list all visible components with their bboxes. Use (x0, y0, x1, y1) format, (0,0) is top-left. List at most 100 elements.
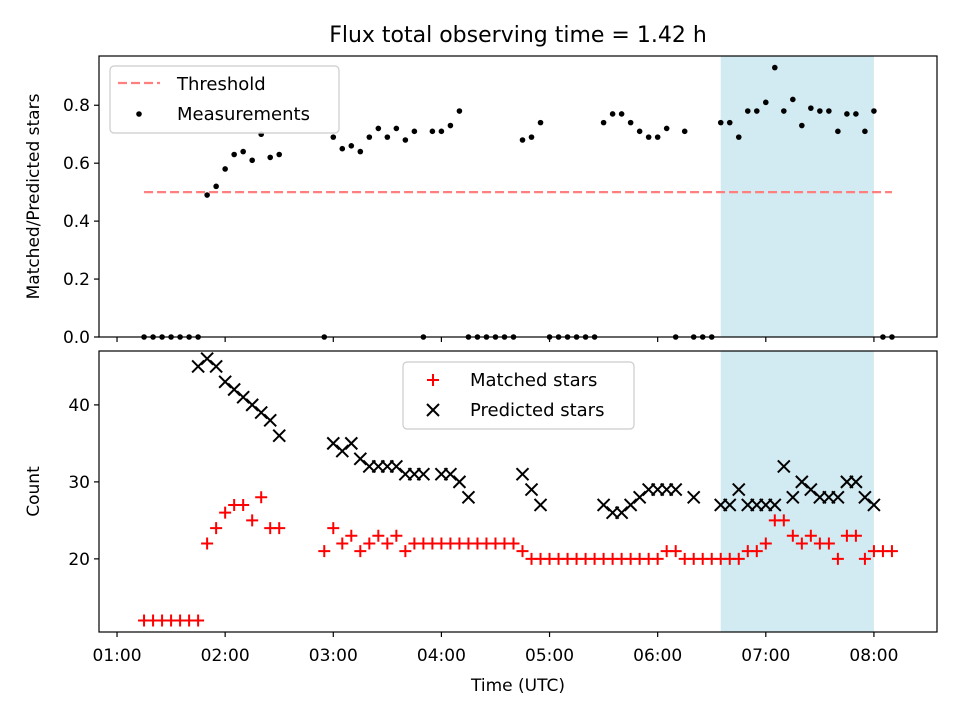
data-point-measurement (519, 137, 526, 143)
data-point-predicted (831, 490, 845, 504)
data-point-measurement (366, 134, 373, 140)
data-point-measurement (753, 108, 760, 114)
data-point-measurement (844, 111, 850, 117)
y-tick-label: 0.6 (63, 154, 90, 174)
x-tick-label: 04:00 (417, 646, 466, 666)
data-point-matched (669, 545, 682, 558)
legend-matched-swatch (427, 374, 439, 386)
data-point-measurement (744, 108, 751, 114)
data-point-matched (318, 545, 331, 558)
data-point-predicted (768, 498, 782, 512)
axes-frame (98, 350, 938, 633)
data-point-matched (786, 529, 799, 542)
data-point-measurement (411, 128, 418, 135)
data-point-measurement (663, 125, 670, 132)
data-point-matched (201, 537, 214, 550)
data-point-predicted (777, 459, 791, 474)
legend-measurements-swatch (136, 111, 142, 117)
chart-title: Flux total observing time = 1.42 h (329, 23, 707, 48)
data-point-matched (273, 522, 286, 535)
data-point-measurement (213, 183, 219, 190)
data-point-predicted (209, 359, 223, 374)
data-point-measurement (853, 111, 859, 117)
legend-box (402, 361, 635, 430)
data-point-predicted (416, 467, 431, 481)
y-tick-label: 0.4 (63, 212, 90, 232)
data-point-matched (237, 498, 250, 511)
data-point-measurement (348, 143, 355, 149)
data-point-matched (516, 545, 529, 558)
data-point-matched (336, 537, 349, 550)
data-point-measurement (204, 192, 210, 198)
data-point-predicted (461, 490, 476, 504)
y-axis-label: Count (24, 466, 44, 517)
data-point-predicted (344, 436, 359, 451)
data-point-measurement (781, 108, 787, 114)
data-point-measurement (393, 125, 400, 132)
data-point-matched (327, 522, 340, 535)
data-point-measurement (871, 108, 877, 114)
data-point-matched (219, 506, 232, 519)
data-point-matched (354, 545, 367, 558)
legend-box (109, 65, 340, 134)
legend-predicted-label: Predicted stars (470, 400, 604, 421)
legend-threshold-label: Threshold (176, 74, 266, 95)
data-point-matched (210, 522, 223, 535)
data-point-measurement (717, 119, 724, 126)
data-point-measurement (654, 134, 661, 140)
data-point-predicted (524, 482, 539, 497)
data-point-predicted (452, 475, 467, 489)
data-point-matched (759, 537, 772, 550)
data-point-matched (363, 537, 376, 550)
data-point-measurement (772, 64, 778, 71)
x-axis-label: Time (UTC) (470, 676, 565, 696)
y-tick-label: 0.2 (63, 270, 90, 290)
data-point-measurement (735, 134, 742, 140)
data-point-measurement (357, 148, 364, 155)
y-tick-label: 0.0 (63, 328, 90, 348)
y-axis-label: Matched/Predicted stars (24, 93, 44, 299)
data-point-matched (507, 537, 520, 550)
data-point-measurement (627, 119, 634, 126)
x-tick-label: 07:00 (741, 646, 790, 666)
x-tick-label: 01:00 (93, 646, 142, 666)
x-tick-label: 03:00 (309, 646, 358, 666)
data-point-measurement (618, 111, 625, 117)
data-point-matched (192, 614, 205, 627)
data-point-matched (804, 529, 817, 542)
data-point-measurement (276, 151, 283, 158)
data-point-matched (345, 529, 358, 542)
data-point-matched (831, 552, 844, 565)
highlight-region (720, 56, 874, 337)
data-point-predicted (533, 498, 548, 512)
top-axes: 0.0 0.2 0.4 0.6 0.8 Matched/Predicted stars Th… (24, 55, 938, 348)
data-point-measurement (375, 125, 382, 132)
data-point-predicted (263, 413, 277, 427)
data-point-measurement (402, 137, 409, 143)
data-point-matched (246, 514, 259, 527)
data-point-measurement (826, 108, 832, 114)
data-point-measurement (231, 151, 237, 158)
data-point-measurement (429, 128, 436, 135)
legend-top: Threshold Measurements (109, 65, 340, 134)
data-point-matched (381, 537, 394, 550)
data-point-matched (651, 552, 664, 565)
data-point-measurement (636, 128, 643, 135)
data-point-measurement (438, 128, 445, 135)
data-point-measurement (447, 122, 454, 129)
legend-bottom: Matched stars Predicted stars (402, 361, 635, 430)
y-tick-label: 40 (68, 396, 90, 416)
x-tick-label: 06:00 (633, 646, 682, 666)
data-point-matched (885, 545, 898, 558)
data-point-measurement (384, 134, 391, 140)
data-point-measurement (222, 166, 228, 172)
data-point-predicted (668, 482, 683, 497)
data-point-matched (858, 552, 871, 565)
data-point-measurement (240, 148, 246, 155)
legend-predicted-swatch (426, 403, 440, 417)
bottom-axes: 20 30 40 01:00 02:00 03:00 04:00 05:00 06:00 07:0… (24, 350, 938, 696)
y-tick-label: 20 (68, 550, 90, 570)
data-point-matched (255, 491, 268, 504)
data-point-measurement (790, 96, 796, 103)
